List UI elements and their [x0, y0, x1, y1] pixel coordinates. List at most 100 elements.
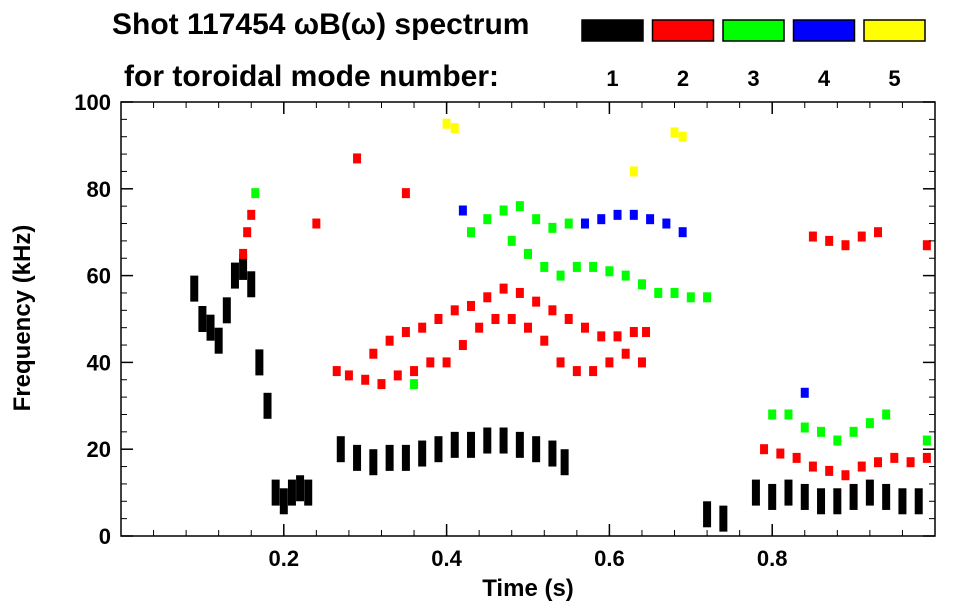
point-mode-3 — [703, 292, 712, 303]
point-mode-2 — [532, 296, 541, 307]
y-tick-label: 100 — [74, 90, 111, 115]
point-mode-2 — [507, 314, 516, 324]
point-mode-3 — [524, 248, 532, 259]
point-mode-2 — [239, 248, 248, 259]
point-mode-2 — [564, 314, 573, 324]
legend-swatch-mode-1 — [581, 19, 644, 42]
point-mode-3 — [556, 270, 565, 281]
point-mode-3 — [515, 201, 524, 212]
point-mode-1 — [239, 253, 248, 280]
point-mode-2 — [776, 448, 785, 459]
legend-label-mode-4: 4 — [818, 66, 831, 91]
series-mode-2 — [239, 153, 931, 481]
point-mode-2 — [597, 331, 606, 342]
point-mode-3 — [817, 426, 826, 437]
point-mode-2 — [458, 340, 467, 351]
point-mode-2 — [369, 348, 378, 359]
point-mode-2 — [312, 218, 321, 229]
point-mode-1 — [483, 427, 492, 454]
chart-title-line2: for toroidal mode number: — [124, 60, 499, 93]
point-mode-2 — [515, 287, 524, 298]
point-mode-3 — [605, 266, 614, 277]
point-mode-2 — [808, 231, 817, 242]
point-mode-3 — [833, 435, 842, 446]
series-mode-1 — [190, 253, 923, 532]
point-mode-3 — [800, 422, 809, 433]
legend-swatch-mode-3 — [722, 19, 785, 42]
point-mode-3 — [540, 261, 549, 272]
point-mode-3 — [768, 409, 777, 420]
point-mode-3 — [882, 409, 891, 420]
point-mode-4 — [613, 209, 622, 220]
point-mode-3 — [572, 261, 581, 272]
y-axis-label: Frequency (kHz) — [9, 225, 36, 412]
point-mode-2 — [344, 370, 353, 381]
point-mode-2 — [589, 366, 598, 377]
point-mode-2 — [808, 461, 817, 472]
point-mode-2 — [874, 227, 883, 238]
point-mode-1 — [914, 488, 923, 515]
point-mode-2 — [857, 231, 866, 242]
point-mode-2 — [605, 357, 614, 368]
point-mode-2 — [475, 322, 484, 333]
point-mode-2 — [857, 461, 866, 472]
point-mode-2 — [922, 240, 931, 251]
point-mode-1 — [287, 479, 296, 506]
point-mode-4 — [597, 214, 606, 225]
point-mode-2 — [247, 209, 256, 220]
point-mode-2 — [906, 457, 915, 468]
point-mode-2 — [410, 366, 419, 377]
point-mode-2 — [243, 227, 252, 238]
y-tick-label: 60 — [87, 264, 111, 289]
point-mode-1 — [198, 306, 207, 332]
point-mode-2 — [825, 235, 834, 246]
point-mode-4 — [629, 209, 638, 220]
point-mode-1 — [515, 431, 524, 458]
point-mode-3 — [654, 287, 663, 298]
point-mode-3 — [251, 188, 260, 199]
point-mode-1 — [865, 479, 874, 506]
point-mode-4 — [800, 387, 809, 398]
point-mode-2 — [874, 457, 883, 468]
point-mode-1 — [214, 327, 223, 354]
point-mode-1 — [703, 501, 712, 528]
point-mode-1 — [279, 488, 288, 515]
point-mode-1 — [247, 271, 256, 298]
point-mode-2 — [841, 470, 850, 481]
point-mode-2 — [450, 305, 459, 316]
point-mode-1 — [719, 505, 728, 532]
point-mode-3 — [548, 222, 557, 233]
point-mode-2 — [401, 327, 410, 338]
x-tick-label: 0.6 — [594, 546, 625, 571]
point-mode-3 — [670, 287, 679, 298]
point-mode-3 — [621, 270, 630, 281]
point-mode-1 — [401, 444, 410, 471]
point-mode-2 — [361, 374, 370, 385]
point-mode-1 — [385, 444, 394, 471]
point-mode-2 — [332, 366, 341, 377]
point-mode-5 — [442, 118, 451, 129]
point-mode-1 — [230, 262, 239, 289]
point-mode-2 — [385, 335, 394, 346]
legend-swatch-mode-2 — [651, 19, 715, 42]
y-tick-label: 40 — [87, 350, 111, 375]
point-mode-2 — [467, 300, 476, 311]
y-tick-label: 0 — [99, 524, 111, 549]
point-mode-2 — [548, 305, 557, 316]
point-mode-1 — [800, 483, 809, 510]
point-mode-3 — [507, 235, 516, 246]
point-mode-1 — [434, 436, 443, 463]
point-mode-1 — [532, 436, 541, 463]
point-mode-1 — [190, 275, 199, 302]
point-mode-2 — [637, 357, 646, 368]
point-mode-2 — [629, 327, 638, 338]
point-mode-1 — [206, 314, 215, 341]
data-marks — [190, 118, 931, 532]
legend-label-mode-1: 1 — [606, 66, 618, 91]
point-mode-2 — [792, 452, 801, 463]
series-mode-3 — [251, 188, 931, 446]
point-mode-1 — [467, 431, 476, 458]
point-mode-1 — [255, 349, 264, 376]
point-mode-3 — [532, 214, 541, 225]
